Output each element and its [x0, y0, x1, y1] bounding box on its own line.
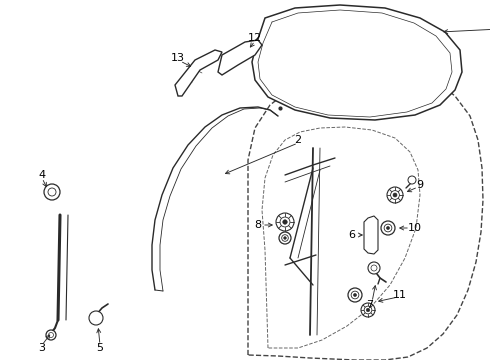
Polygon shape — [252, 5, 462, 120]
Text: 4: 4 — [38, 170, 46, 180]
Circle shape — [368, 262, 380, 274]
Text: 11: 11 — [393, 290, 407, 300]
Text: 9: 9 — [416, 180, 423, 190]
Circle shape — [276, 213, 294, 231]
Circle shape — [364, 306, 372, 314]
Text: 3: 3 — [39, 343, 46, 353]
Circle shape — [284, 237, 286, 239]
Circle shape — [366, 308, 370, 312]
Text: 2: 2 — [294, 135, 301, 145]
Text: 13: 13 — [171, 53, 185, 63]
Text: 6: 6 — [348, 230, 356, 240]
Polygon shape — [175, 50, 222, 96]
Circle shape — [46, 330, 56, 340]
Circle shape — [348, 288, 362, 302]
Circle shape — [279, 232, 291, 244]
Text: 8: 8 — [254, 220, 262, 230]
Circle shape — [89, 311, 103, 325]
Text: 10: 10 — [408, 223, 422, 233]
Text: 5: 5 — [97, 343, 103, 353]
Circle shape — [280, 217, 290, 227]
Circle shape — [283, 220, 287, 224]
Circle shape — [353, 293, 357, 297]
Circle shape — [387, 187, 403, 203]
Circle shape — [384, 224, 392, 232]
Circle shape — [408, 176, 416, 184]
Circle shape — [371, 265, 377, 271]
Circle shape — [393, 193, 397, 197]
Polygon shape — [364, 216, 378, 254]
Circle shape — [282, 235, 288, 241]
Text: 7: 7 — [367, 300, 373, 310]
Circle shape — [351, 291, 359, 299]
Circle shape — [49, 333, 53, 338]
Circle shape — [44, 184, 60, 200]
Polygon shape — [218, 40, 262, 75]
Circle shape — [361, 303, 375, 317]
Text: 12: 12 — [248, 33, 262, 43]
Circle shape — [381, 221, 395, 235]
Circle shape — [48, 188, 56, 196]
Circle shape — [391, 190, 399, 199]
Circle shape — [387, 226, 390, 230]
